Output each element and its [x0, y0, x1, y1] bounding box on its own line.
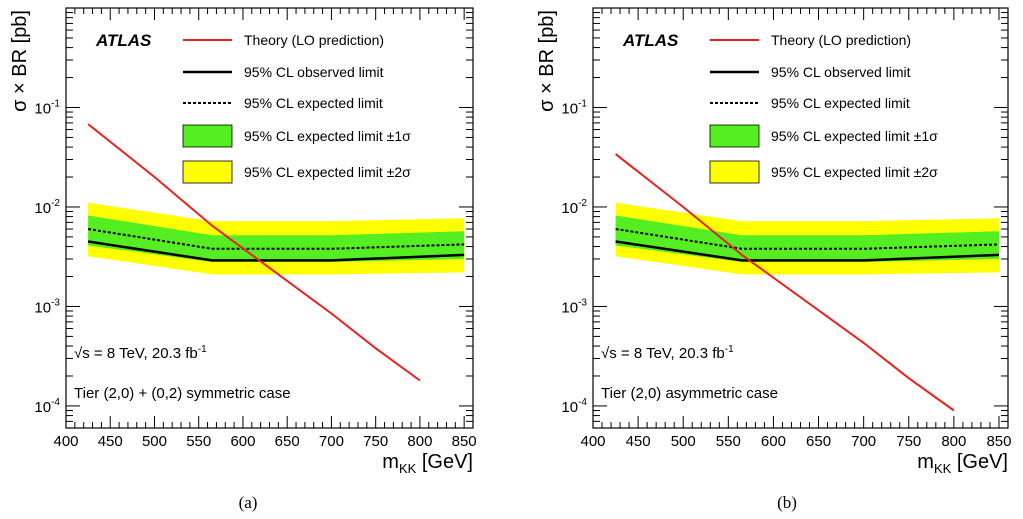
legend-one-sigma-label: 95% CL expected limit ±1σ [771, 128, 938, 144]
chart-panel-a: 400 450 500 550 600 650 700 750 800 85010-410-310… [9, 7, 477, 512]
x-axis: 400 450 500 550 600 650 700 750 800 850 [53, 8, 477, 450]
plot-area [614, 153, 1000, 412]
expected-limit-line [615, 228, 1000, 250]
y-tick-label: 10-1 [561, 98, 587, 117]
y-tick-label: 10-2 [561, 198, 587, 217]
legend-theory-label: Theory (LO prediction) [771, 32, 911, 48]
case-label: Tier (2,0) + (0,2) symmetric case [74, 385, 291, 402]
legend: ATLAS Theory (LO prediction) 95% CL observ… [622, 31, 938, 184]
y-tick-label: 10-1 [34, 98, 60, 117]
x-axis-label: mKK [GeV] [382, 451, 473, 476]
legend-two-sigma-label: 95% CL expected limit ±2σ [244, 164, 411, 180]
legend-two-sigma-label: 95% CL expected limit ±2σ [771, 164, 938, 180]
legend-theory-label: Theory (LO prediction) [244, 32, 384, 48]
x-tick-label: 600 [230, 433, 255, 450]
y-tick-label: 10-2 [34, 198, 60, 217]
atlas-label: ATLAS [622, 31, 679, 50]
y-tick-label: 10-3 [561, 297, 587, 316]
legend-observed-label: 95% CL observed limit [771, 64, 911, 80]
energy-label: √s = 8 TeV, 20.3 fb-1 [74, 344, 207, 362]
observed-limit-line [615, 240, 1000, 262]
y-axis: 10-4 10-3 10-2 10-1 [34, 7, 473, 429]
x-tick-label: 650 [275, 433, 300, 450]
x-tick-label: 500 [142, 433, 167, 450]
x-tick-label: 800 [941, 433, 966, 450]
theory-line [87, 123, 421, 382]
energy-label: √s = 8 TeV, 20.3 fb-1 [601, 344, 734, 362]
legend-expected-label: 95% CL expected limit [244, 95, 383, 111]
x-tick-label: 500 [671, 433, 696, 450]
x-tick-label: 750 [363, 433, 388, 450]
panel-caption: (a) [239, 493, 258, 512]
case-label: Tier (2,0) asymmetric case [601, 385, 778, 402]
legend-expected-label: 95% CL expected limit [771, 95, 910, 111]
legend-two-sigma-swatch [182, 160, 233, 184]
x-tick-label: 650 [806, 433, 831, 450]
x-tick-label: 850 [452, 433, 477, 450]
legend: ATLAS Theory (LO prediction) 95% CL observ… [95, 31, 411, 184]
x-tick-label: 600 [761, 433, 786, 450]
x-axis: 400 450 500 550 600 650 700 750 800 850 [580, 8, 1011, 450]
x-tick-label: 700 [319, 433, 344, 450]
theory-line [614, 153, 955, 412]
expected-limit-line [87, 228, 465, 250]
x-tick-label: 400 [53, 433, 78, 450]
x-tick-label: 550 [186, 433, 211, 450]
legend-one-sigma-swatch [709, 124, 760, 148]
legend-one-sigma-swatch [182, 124, 233, 148]
legend-two-sigma-swatch [709, 160, 760, 184]
plot-area [87, 123, 465, 382]
x-tick-label: 550 [716, 433, 741, 450]
y-axis: 10-4 10-3 10-2 10-1 [561, 7, 1008, 429]
y-axis-label: σ × BR [pb] [536, 10, 558, 112]
x-tick-label: 400 [580, 433, 605, 450]
atlas-label: ATLAS [95, 31, 152, 50]
y-tick-label: 10-3 [34, 297, 60, 316]
x-tick-label: 700 [851, 433, 876, 450]
y-axis-label: σ × BR [pb] [9, 10, 31, 112]
observed-limit-line [87, 240, 465, 262]
x-tick-label: 800 [407, 433, 432, 450]
chart-panel-b: 400 450 500 550 600 650 700 750 800 85010-410-310… [536, 7, 1011, 512]
y-tick-label: 10-4 [34, 397, 60, 416]
one-sigma-band [88, 215, 465, 262]
legend-observed-label: 95% CL observed limit [244, 64, 384, 80]
y-tick-label: 10-4 [561, 397, 587, 416]
panel-caption: (b) [777, 493, 797, 512]
x-tick-label: 850 [986, 433, 1011, 450]
legend-one-sigma-label: 95% CL expected limit ±1σ [244, 128, 411, 144]
x-axis-label: mKK [GeV] [917, 451, 1008, 476]
x-tick-label: 450 [626, 433, 651, 450]
one-sigma-band [615, 215, 999, 262]
x-tick-label: 750 [896, 433, 921, 450]
x-tick-label: 450 [98, 433, 123, 450]
